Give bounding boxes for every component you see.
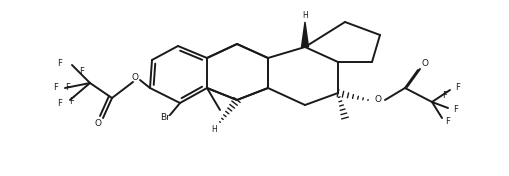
Text: O: O xyxy=(374,96,381,105)
Text: F: F xyxy=(442,90,446,99)
Text: O: O xyxy=(131,74,138,83)
Text: F: F xyxy=(79,68,84,77)
Polygon shape xyxy=(301,22,308,47)
Text: H: H xyxy=(301,11,307,20)
Text: F: F xyxy=(58,99,62,108)
Text: F: F xyxy=(453,105,458,115)
Text: F: F xyxy=(445,118,449,127)
Text: O: O xyxy=(94,120,101,128)
Text: F: F xyxy=(58,58,62,68)
Text: Br: Br xyxy=(160,114,169,122)
Text: O: O xyxy=(420,58,428,68)
Text: F: F xyxy=(53,83,59,93)
Text: F: F xyxy=(66,83,70,93)
Text: F: F xyxy=(455,83,460,92)
Text: F: F xyxy=(69,98,74,106)
Text: H: H xyxy=(211,125,216,134)
